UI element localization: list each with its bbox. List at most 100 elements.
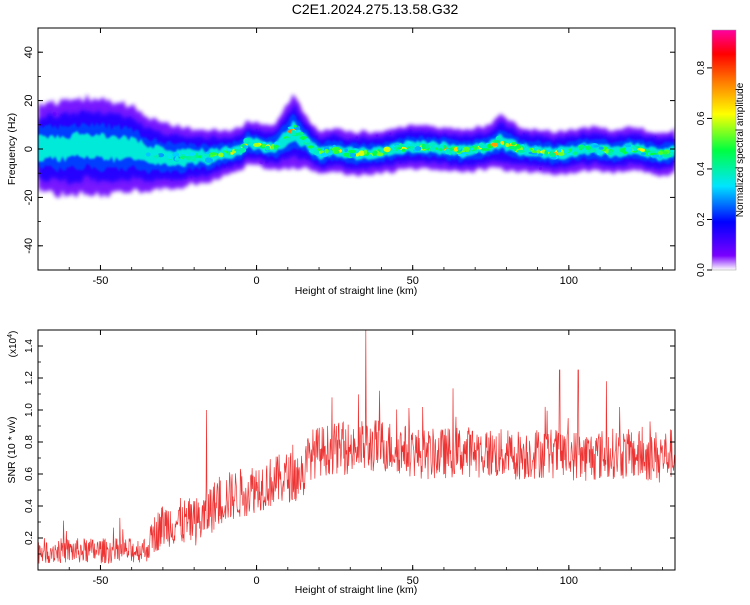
spectrogram-core-point (605, 149, 609, 154)
spectrogram-core-point (287, 126, 294, 130)
spectrogram-core-point (421, 144, 426, 150)
snr-y-tick-label: 0.6 (24, 467, 35, 481)
spectrogram-core-point (399, 143, 403, 148)
snr-x-tick-label: -50 (92, 575, 108, 587)
snr-y-multiplier-close: ) (8, 331, 19, 334)
spectrogram-core-point (342, 152, 351, 157)
spectrogram-y-tick-label: 0 (23, 146, 35, 152)
colorbar-tick-label: 0.0 (696, 263, 707, 277)
spectrogram-core-point (408, 146, 413, 151)
spectrogram-core-point (203, 153, 211, 157)
spectrogram-core-point (166, 153, 173, 156)
spectrogram-core-point (598, 146, 604, 150)
snr-y-multiplier-base: (x10 (8, 337, 19, 357)
spectrogram-core-point (537, 153, 543, 157)
colorbar-tick-label: 0.6 (696, 111, 707, 125)
spectrogram-core-point (284, 137, 291, 141)
spectrogram-core-point (175, 158, 183, 161)
snr-y-tick-label: 0.2 (24, 531, 35, 545)
colorbar-tick-label: 0.4 (696, 162, 707, 176)
spectrogram-y-tick-label: 20 (23, 94, 35, 106)
spectrogram-core-point (395, 144, 400, 148)
spectrogram-core-point (549, 152, 556, 157)
snr-y-tick-label: 0.4 (24, 499, 35, 513)
spectrogram-core-point (490, 142, 499, 147)
snr-y-multiplier-exponent: 4 (7, 334, 14, 338)
spectrogram-core-point (500, 141, 505, 145)
spectrogram-core-point (414, 146, 422, 151)
spectrogram-core-point (616, 151, 623, 156)
spectrogram-core-point (180, 155, 186, 159)
spectrogram-core-point (531, 150, 538, 154)
colorbar-label: Normalized spectral amplitude (735, 82, 746, 217)
spectrogram-core-point (481, 148, 486, 151)
spectrogram-core-point (145, 152, 151, 157)
spectrogram-core-point (307, 145, 314, 149)
spectrogram-x-tick-label: 50 (407, 275, 419, 287)
spectrogram-core-point (383, 146, 391, 153)
spectrogram-core-point (304, 138, 310, 144)
spectrogram-core-point (333, 147, 341, 151)
colorbar-scale (712, 30, 736, 270)
spectrogram-core-point (313, 149, 320, 155)
spectrogram-core-point (470, 147, 474, 151)
spectrogram-core (145, 124, 675, 163)
spectrogram-y-tick-label: -40 (23, 238, 35, 254)
spectrogram-core-point (625, 147, 633, 153)
spectrogram-core-point (234, 148, 240, 152)
spectrogram-core-point (313, 145, 318, 150)
snr-y-tick-label: 1.0 (24, 403, 35, 417)
spectrogram-core-point (243, 138, 249, 144)
spectrogram-core-point (508, 145, 516, 150)
snr-y-tick-label: 1.2 (24, 371, 35, 385)
spectrogram-core-point (226, 151, 231, 156)
spectrogram-core-point (168, 154, 172, 160)
snr-series-line (38, 330, 675, 564)
spectrogram-y-tick-label: 40 (23, 46, 35, 58)
spectrogram-core-point (327, 150, 334, 155)
spectrogram-core-point (297, 131, 304, 136)
spectrogram-core-point (194, 153, 199, 159)
spectrogram-core-point (625, 143, 632, 148)
spectrogram-core-point (556, 148, 562, 153)
spectrogram-core-point (640, 148, 645, 152)
spectrogram-core-point (662, 151, 668, 155)
spectrogram-core-point (239, 147, 247, 153)
spectrogram-core-point (344, 148, 348, 153)
spectrogram-core-point (372, 150, 378, 156)
spectrogram-core-point (664, 153, 672, 158)
spectrogram-core-point (564, 149, 570, 153)
spectrogram-core-point (376, 152, 384, 157)
spectrogram-y-ticks: -40 -20 0 20 40 (23, 27, 675, 271)
spectrogram-core-point (348, 149, 356, 154)
figure-title: C2E1.2024.275.13.58.G32 (292, 1, 459, 17)
spectrogram-core-point (658, 150, 664, 155)
spectrogram-core-point (265, 145, 270, 151)
spectrogram-core-point (495, 135, 502, 141)
snr-x-tick-label: 50 (407, 575, 419, 587)
spectrogram-core-point (572, 151, 578, 155)
spectrogram-core-point (505, 143, 510, 147)
snr-x-ticks: -50 0 50 100 (37, 330, 663, 587)
spectrogram-core-point (403, 143, 410, 147)
spectrogram-core-point (593, 145, 600, 148)
snr-frame (37, 329, 676, 571)
spectrogram-core-point (393, 146, 397, 150)
spectrogram-core-point (226, 148, 232, 152)
spectrogram-core-point (324, 148, 329, 154)
spectrogram-core-point (320, 152, 329, 157)
spectrogram-core-point (633, 146, 637, 152)
spectrogram-core-point (585, 145, 591, 150)
spectrogram-core-point (293, 124, 297, 128)
snr-y-tick-label: 1.4 (24, 339, 35, 353)
snr-y-tick-label: 0.8 (24, 435, 35, 449)
spectrogram-core-point (332, 150, 340, 154)
spectrogram-core-point (478, 142, 484, 148)
spectrogram-core-point (253, 142, 261, 147)
snr-panel: -50 0 50 100 0.2 0.4 0.6 0.8 1.0 1.2 1.4 Height o… (6, 329, 676, 596)
spectrogram-core-point (457, 147, 462, 151)
spectrogram-core-point (652, 154, 660, 158)
spectrogram-core-point (157, 153, 165, 158)
spectrogram-core-point (445, 148, 451, 155)
